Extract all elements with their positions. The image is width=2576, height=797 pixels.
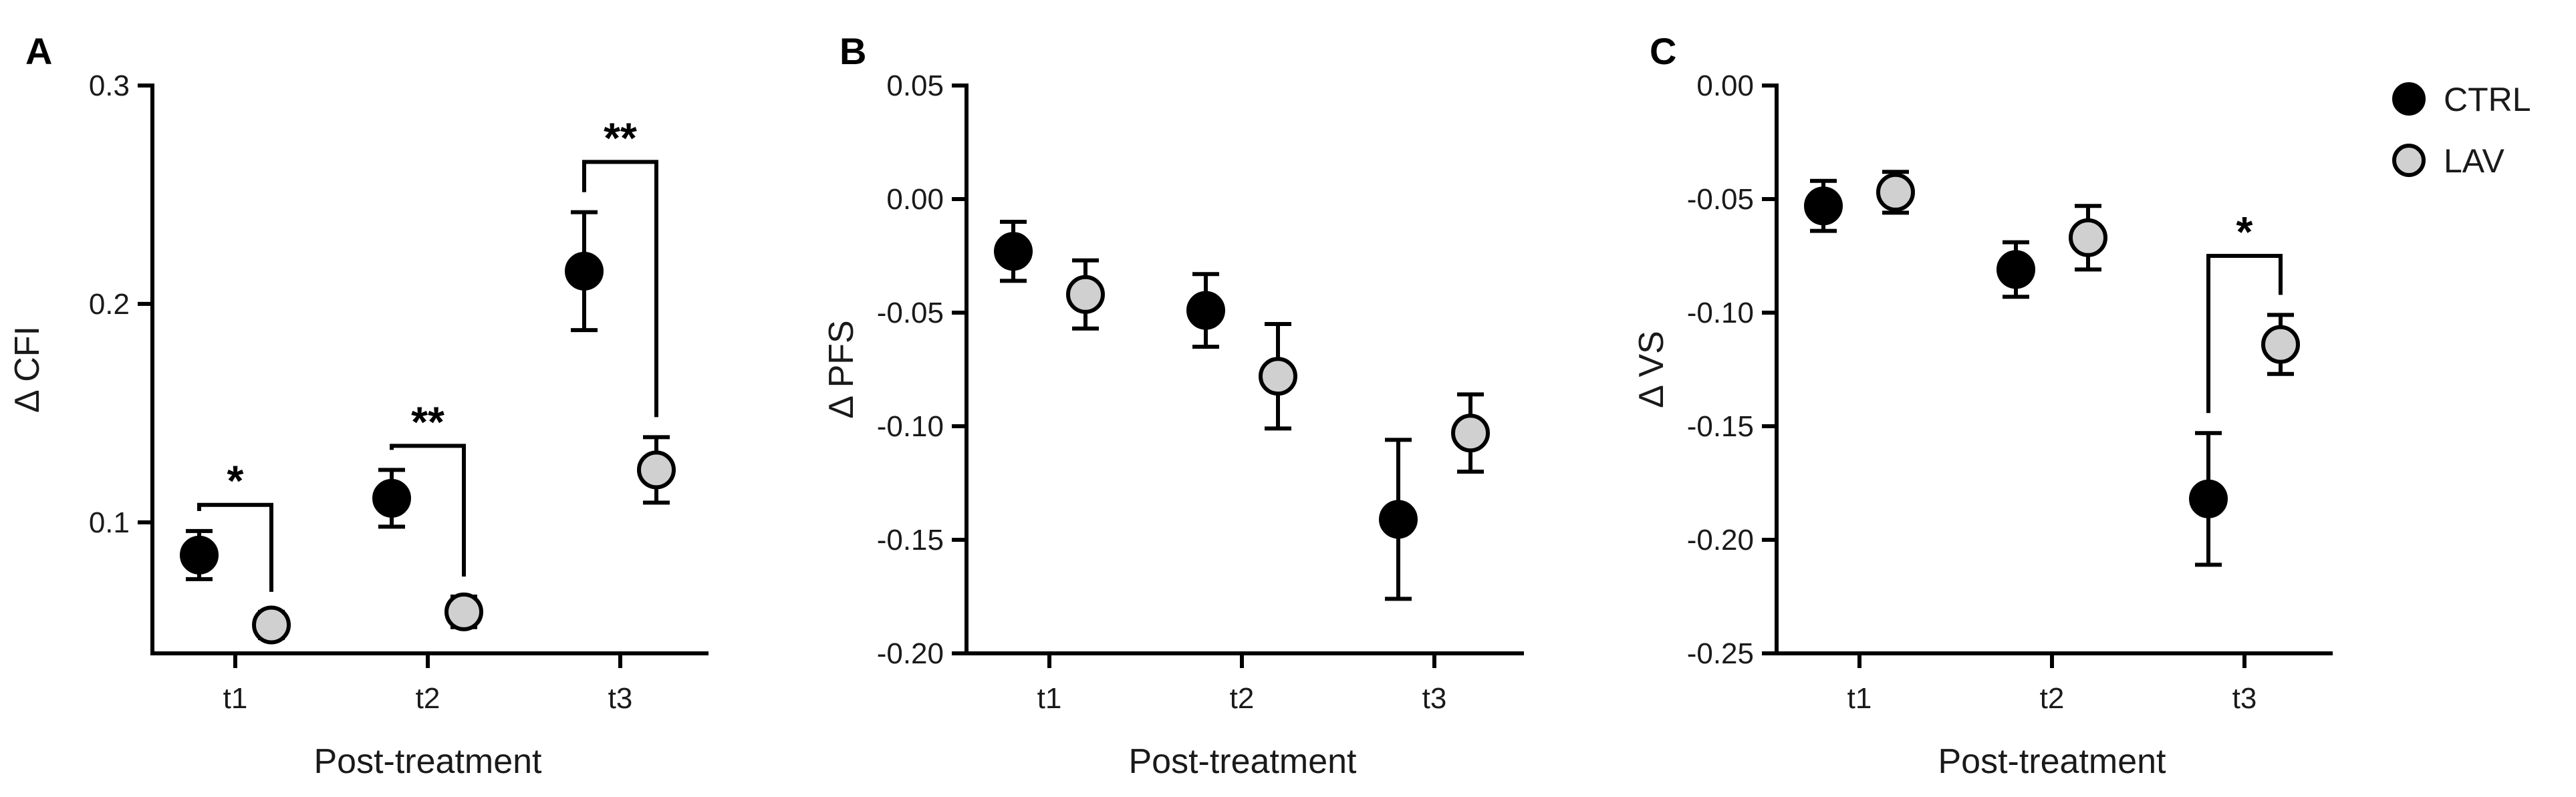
y-tick-label: -0.25 (1687, 637, 1754, 670)
panel-c: C 0.00 -0.05 -0.10 -0.15 -0.20 -0.25 t1 t2 t3 Post… (1632, 30, 2333, 781)
y-tick-label: 0.00 (1696, 69, 1754, 102)
legend-label-ctrl: CTRL (2444, 81, 2531, 118)
significance-bracket-t3 (584, 162, 656, 417)
y-tick-label: -0.10 (877, 410, 944, 443)
point-lav-t3 (1453, 416, 1488, 450)
y-tick-label: -0.05 (1687, 183, 1754, 216)
point-ctrl-t2 (1999, 252, 2033, 287)
x-tick-label-t3: t3 (608, 682, 633, 715)
point-lav-t1 (254, 608, 289, 643)
point-lav-t2 (1261, 359, 1295, 393)
point-lav-t1 (1878, 175, 1913, 210)
legend-marker-lav (2394, 146, 2424, 175)
point-ctrl-t2 (1188, 293, 1223, 328)
y-tick-label: 0.05 (886, 69, 944, 102)
point-ctrl-t1 (182, 538, 217, 573)
panel-letter: B (840, 30, 866, 72)
legend: CTRL LAV (2394, 81, 2531, 180)
y-tick-label: -0.20 (877, 637, 944, 670)
y-axis-title: Δ CFI (8, 326, 47, 413)
y-axis-title: Δ VS (1632, 331, 1671, 408)
x-tick-label-t1: t1 (1847, 682, 1872, 715)
panel-b: B 0.05 0.00 -0.05 -0.10 -0.15 -0.20 t1 t2 t3 Post-… (822, 30, 1524, 781)
figure: A0.10.20.3t1 t2 t3Post-treatmentΔ CFI*****… (0, 0, 2576, 797)
point-ctrl-t2 (374, 481, 409, 516)
x-axis-title: Post-treatment (1938, 742, 2166, 781)
point-lav-t1 (1068, 277, 1103, 312)
x-tick-label-t1: t1 (223, 682, 248, 715)
y-tick-label: -0.15 (1687, 410, 1754, 443)
panel-letter: A (25, 30, 52, 72)
x-axis-title: Post-treatment (1128, 742, 1357, 781)
x-axis-title: Post-treatment (313, 742, 542, 781)
point-ctrl-t3 (567, 254, 602, 289)
x-tick-label-t3: t3 (2232, 682, 2257, 715)
point-ctrl-t1 (996, 234, 1031, 269)
point-ctrl-t3 (1381, 502, 1416, 536)
x-tick-label-t2: t2 (2040, 682, 2065, 715)
x-tick-label-t2: t2 (1230, 682, 1255, 715)
point-ctrl-t1 (1806, 188, 1841, 223)
y-tick-label: -0.10 (1687, 297, 1754, 329)
point-lav-t2 (2071, 220, 2105, 255)
y-tick-label: 0.3 (89, 69, 130, 102)
significance-label-t3: * (2236, 208, 2253, 256)
point-lav-t3 (2263, 327, 2298, 362)
significance-label-t2: ** (411, 397, 444, 446)
legend-marker-ctrl (2394, 84, 2424, 114)
x-tick-label-t2: t2 (416, 682, 440, 715)
y-tick-label: 0.1 (89, 506, 130, 539)
x-tick-label-t1: t1 (1037, 682, 1062, 715)
y-tick-label: 0.2 (89, 288, 130, 321)
y-tick-label: -0.20 (1687, 524, 1754, 556)
x-tick-label-t3: t3 (1422, 682, 1447, 715)
y-tick-label: -0.05 (877, 297, 944, 329)
significance-label-t1: * (227, 457, 244, 505)
significance-label-t3: ** (604, 114, 637, 162)
point-ctrl-t3 (2191, 482, 2226, 516)
point-lav-t3 (639, 452, 674, 487)
y-axis-title: Δ PFS (822, 320, 861, 418)
y-tick-label: 0.00 (886, 183, 944, 216)
point-lav-t2 (446, 595, 481, 629)
legend-label-lav: LAV (2444, 142, 2504, 180)
panel-letter: C (1650, 30, 1676, 72)
y-tick-label: -0.15 (877, 524, 944, 556)
